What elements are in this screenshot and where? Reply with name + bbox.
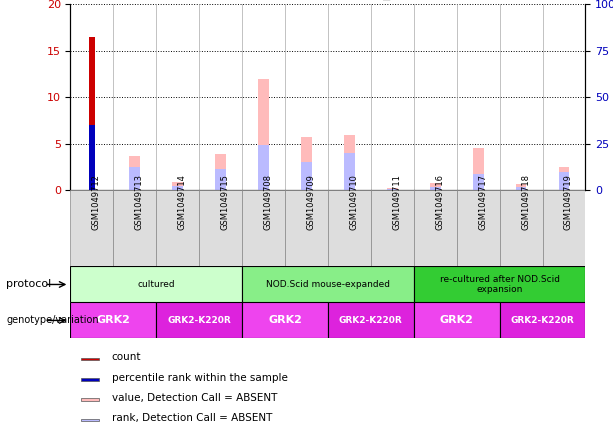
Bar bbox=[81, 358, 99, 360]
Bar bbox=[387, 187, 398, 190]
Text: GSM1049711: GSM1049711 bbox=[392, 174, 402, 230]
Bar bbox=[242, 190, 285, 266]
Bar bbox=[301, 162, 312, 190]
Bar bbox=[70, 190, 113, 266]
Text: GSM1049709: GSM1049709 bbox=[306, 174, 316, 230]
Bar bbox=[156, 302, 242, 338]
Text: re-cultured after NOD.Scid
expansion: re-cultured after NOD.Scid expansion bbox=[440, 275, 560, 294]
Bar bbox=[258, 145, 269, 190]
Text: NOD.Scid mouse-expanded: NOD.Scid mouse-expanded bbox=[266, 280, 390, 289]
Text: GSM1049712: GSM1049712 bbox=[92, 174, 101, 230]
Bar bbox=[371, 190, 414, 266]
Bar bbox=[500, 302, 585, 338]
Bar bbox=[414, 266, 585, 302]
Text: value, Detection Call = ABSENT: value, Detection Call = ABSENT bbox=[112, 393, 277, 403]
Bar bbox=[473, 173, 484, 190]
Text: GSM1049710: GSM1049710 bbox=[349, 174, 359, 230]
Text: rank, Detection Call = ABSENT: rank, Detection Call = ABSENT bbox=[112, 413, 272, 423]
Bar bbox=[430, 187, 441, 190]
Bar bbox=[199, 190, 242, 266]
Bar bbox=[344, 135, 355, 190]
Bar bbox=[516, 184, 527, 190]
Text: GRK2: GRK2 bbox=[268, 316, 302, 325]
Bar bbox=[558, 167, 569, 190]
Bar bbox=[285, 190, 328, 266]
Text: GSM1049714: GSM1049714 bbox=[178, 174, 187, 230]
Bar bbox=[242, 302, 328, 338]
Bar bbox=[81, 398, 99, 401]
Bar bbox=[89, 37, 94, 190]
Text: GRK2: GRK2 bbox=[96, 316, 131, 325]
Bar bbox=[70, 302, 156, 338]
Text: genotype/variation: genotype/variation bbox=[6, 316, 99, 325]
Text: GSM1049716: GSM1049716 bbox=[435, 174, 444, 230]
Bar bbox=[516, 187, 527, 190]
Text: GSM1049719: GSM1049719 bbox=[564, 174, 573, 230]
Bar bbox=[215, 169, 226, 190]
Bar bbox=[543, 190, 585, 266]
Bar bbox=[89, 125, 94, 190]
Bar bbox=[81, 419, 99, 421]
Bar bbox=[430, 183, 441, 190]
Bar bbox=[328, 302, 414, 338]
Text: count: count bbox=[112, 352, 141, 363]
Text: GSM1049715: GSM1049715 bbox=[221, 174, 230, 230]
Bar bbox=[172, 182, 183, 190]
Bar bbox=[457, 190, 500, 266]
Text: GRK2: GRK2 bbox=[440, 316, 474, 325]
Bar bbox=[70, 266, 242, 302]
Bar bbox=[242, 266, 414, 302]
Bar bbox=[258, 79, 269, 190]
Text: GSM1049718: GSM1049718 bbox=[521, 174, 530, 230]
Bar bbox=[414, 302, 500, 338]
Bar bbox=[215, 154, 226, 190]
Bar bbox=[473, 148, 484, 190]
Bar bbox=[344, 153, 355, 190]
Text: GRK2-K220R: GRK2-K220R bbox=[339, 316, 403, 325]
Bar bbox=[156, 190, 199, 266]
Bar bbox=[129, 156, 140, 190]
Bar bbox=[113, 190, 156, 266]
Bar bbox=[500, 190, 543, 266]
Text: GSM1049708: GSM1049708 bbox=[264, 174, 273, 230]
Bar bbox=[328, 190, 371, 266]
Bar bbox=[81, 378, 99, 381]
Text: cultured: cultured bbox=[137, 280, 175, 289]
Bar bbox=[387, 189, 398, 190]
Text: GRK2-K220R: GRK2-K220R bbox=[167, 316, 231, 325]
Text: protocol: protocol bbox=[6, 280, 51, 289]
Text: GSM1049717: GSM1049717 bbox=[478, 174, 487, 230]
Text: percentile rank within the sample: percentile rank within the sample bbox=[112, 373, 287, 383]
Bar bbox=[129, 167, 140, 190]
Bar bbox=[414, 190, 457, 266]
Text: GRK2-K220R: GRK2-K220R bbox=[511, 316, 574, 325]
Bar bbox=[558, 172, 569, 190]
Bar bbox=[172, 186, 183, 190]
Text: GSM1049713: GSM1049713 bbox=[135, 174, 144, 230]
Bar bbox=[301, 137, 312, 190]
